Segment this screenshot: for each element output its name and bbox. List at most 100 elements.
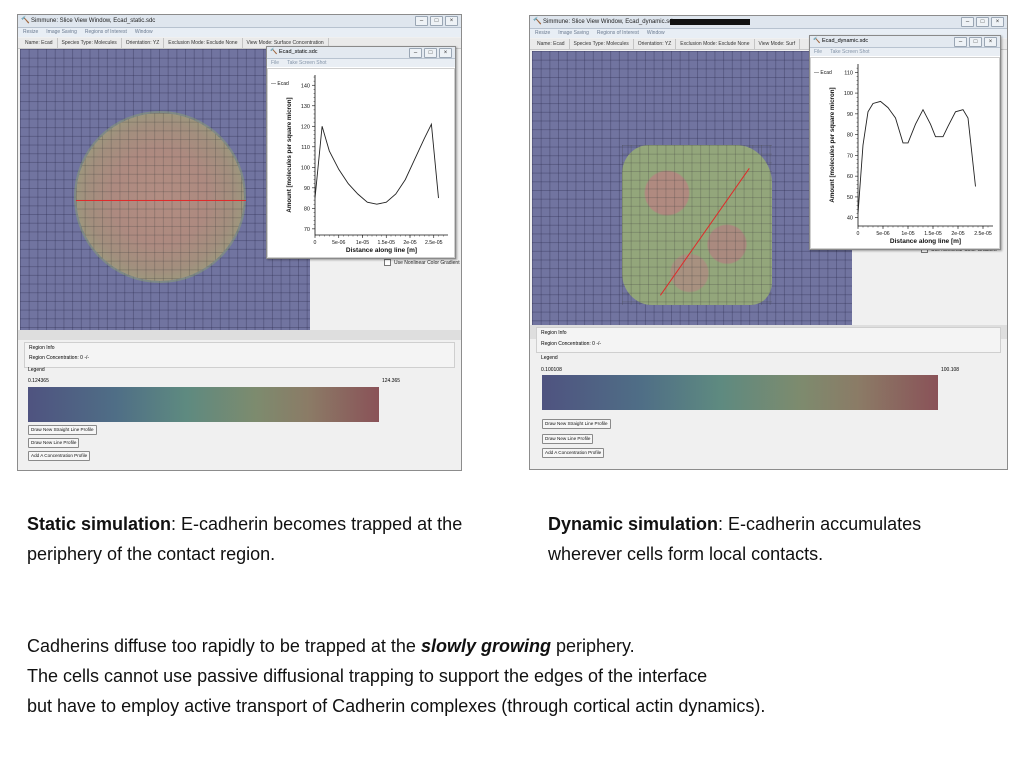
menu-resize[interactable]: Resize [535, 30, 551, 36]
x-tick-label: 0 [314, 240, 317, 246]
plot-window-title: Ecad_static.sdc [279, 49, 318, 55]
conclusion-text: Cadherins diffuse too rapidly to be trap… [27, 631, 1017, 721]
minimize-button[interactable]: – [415, 16, 428, 26]
region-info-label: Region Info [541, 330, 567, 336]
menu-bar: Resize Image Saving Regions of Interest … [530, 29, 1007, 38]
add-concentration-profile-button[interactable]: Add A Concentration Profile [542, 448, 605, 458]
y-tick-label: 110 [301, 145, 310, 151]
menu-window[interactable]: Window [134, 29, 153, 35]
info-orientation: Orientation: YZ [122, 38, 165, 48]
static-slice-view-window: 🔨 Simmune: Slice View Window, Ecad_stati… [17, 14, 462, 471]
close-button[interactable]: × [991, 17, 1004, 27]
plot-maximize-button[interactable]: □ [424, 48, 437, 58]
plot-menu-file[interactable]: File [271, 60, 280, 66]
plot-menu-screenshot[interactable]: Take Screen Shot [830, 49, 870, 55]
nonlinear-gradient-checkbox[interactable] [384, 259, 391, 266]
plot-close-button[interactable]: × [984, 37, 997, 47]
x-axis-label: Distance along line [m] [890, 238, 961, 245]
slice-grid-view[interactable] [20, 49, 310, 330]
x-tick-label: 1.5e-05 [377, 240, 395, 246]
dynamic-line-chart: — Ecad 40 50 60 70 80 90 100 110 0 5e-06 1e-05 1.5e-… [814, 64, 993, 245]
y-tick-label: 80 [847, 133, 853, 139]
series-line-ecad [314, 122, 439, 205]
x-tick-label: 2e-05 [403, 240, 416, 246]
plot-menu-file[interactable]: File [814, 49, 823, 55]
dynamic-slice-view-window: 🔨 Simmune: Slice View Window, Ecad_dynam… [529, 15, 1008, 470]
legend-entry: — Ecad [814, 70, 832, 76]
region-concentration: Region Concentration: 0 -/- [541, 341, 602, 347]
conclusion-line-1-end: periphery. [550, 636, 635, 656]
conclusion-line-2: The cells cannot use passive diffusional… [27, 666, 708, 686]
plot-window-title: Ecad_dynamic.sdc [822, 38, 869, 44]
x-tick-label: 1e-05 [901, 231, 914, 237]
plot-minimize-button[interactable]: – [409, 48, 422, 58]
dynamic-caption-text: : E-cadherin accumulates wherever cells … [548, 514, 922, 564]
menu-regions-of-interest[interactable]: Regions of Interest [84, 29, 127, 35]
draw-line-profile-button[interactable]: Draw New Line Profile [542, 434, 594, 444]
menu-regions-of-interest[interactable]: Regions of Interest [596, 30, 639, 36]
y-tick-label: 110 [844, 70, 853, 76]
static-caption-text: : E-cadherin becomes trapped at the peri… [27, 514, 463, 564]
y-tick-label: 70 [847, 153, 853, 159]
nonlinear-gradient-option[interactable]: Use Nonlinear Color Gradient [384, 259, 460, 266]
x-tick-label: 5e-06 [332, 240, 345, 246]
x-tick-label: 2.5e-05 [425, 240, 443, 246]
legend-entry: — Ecad [271, 81, 289, 87]
conclusion-line-1-start: Cadherins diffuse too rapidly to be trap… [27, 636, 421, 656]
y-tick-label: 140 [301, 83, 310, 89]
info-name: Name: Ecad [21, 38, 58, 48]
y-axis-label: Amount [molecules per square micron] [829, 87, 836, 202]
slice-grid-view[interactable] [532, 51, 852, 325]
y-tick-label: 60 [847, 174, 853, 180]
x-tick-label: 1.5e-05 [924, 231, 942, 237]
nonlinear-gradient-label: Use Nonlinear Color Gradient [394, 259, 460, 266]
legend-min-value: 0.124365 [28, 378, 49, 384]
region-info-label: Region Info [29, 345, 55, 351]
info-view-mode: View Mode: Surface Concentration [243, 38, 329, 48]
legend-color-bar [28, 387, 379, 422]
plot-maximize-button[interactable]: □ [969, 37, 982, 47]
plot-menu-screenshot[interactable]: Take Screen Shot [287, 60, 327, 66]
menu-resize[interactable]: Resize [23, 29, 39, 35]
legend-max-value: 100.108 [941, 367, 960, 373]
minimize-button[interactable]: – [961, 17, 974, 27]
y-tick-label: 130 [301, 104, 310, 110]
y-tick-label: 70 [304, 227, 310, 233]
static-line-chart: — Ecad 70 80 90 100 110 120 130 140 0 5e-06 1e-05 1.… [271, 75, 448, 254]
draw-straight-line-profile-button[interactable]: Draw New Straight Line Profile [28, 425, 97, 435]
info-exclusion-mode: Exclusion Mode: Exclude None [164, 38, 243, 48]
info-name: Name: Ecad [533, 39, 570, 49]
dynamic-profile-plot-window: 🔨 Ecad_dynamic.sdc – □ × File Take Scree… [809, 35, 1001, 250]
static-profile-plot-window: 🔨 Ecad_static.sdc – □ × File Take Screen… [266, 46, 456, 259]
menu-image-saving[interactable]: Image Saving [46, 29, 77, 35]
draw-straight-line-profile-button[interactable]: Draw New Straight Line Profile [542, 419, 611, 429]
x-tick-label: 2.5e-05 [974, 231, 992, 237]
close-button[interactable]: × [445, 16, 458, 26]
y-tick-label: 90 [304, 186, 310, 192]
maximize-button[interactable]: □ [430, 16, 443, 26]
add-concentration-profile-button[interactable]: Add A Concentration Profile [28, 451, 91, 461]
profile-line[interactable] [76, 200, 246, 201]
emphasis-slowly-growing: slowly growing [420, 636, 551, 656]
x-tick-label: 5e-06 [876, 231, 889, 237]
series-line-ecad [857, 100, 976, 214]
menu-image-saving[interactable]: Image Saving [558, 30, 589, 36]
app-icon: 🔨 [270, 49, 278, 55]
maximize-button[interactable]: □ [976, 17, 989, 27]
info-species-type: Species Type: Molecules [58, 38, 122, 48]
app-icon: 🔨 [21, 17, 30, 24]
region-info-box: Region Info Region Concentration: 0 -/- [536, 327, 1001, 353]
redaction-bar [670, 19, 750, 25]
menu-window[interactable]: Window [646, 30, 665, 36]
plot-minimize-button[interactable]: – [954, 37, 967, 47]
info-view-mode: View Mode: Surf [755, 39, 801, 49]
plot-titlebar: 🔨 Ecad_static.sdc – □ × [267, 47, 455, 59]
y-tick-label: 100 [844, 91, 853, 97]
plot-close-button[interactable]: × [439, 48, 452, 58]
plot-titlebar: 🔨 Ecad_dynamic.sdc – □ × [810, 36, 1000, 48]
info-species-type: Species Type: Molecules [570, 39, 634, 49]
y-axis-label: Amount [molecules per square micron] [286, 97, 293, 212]
legend-color-bar [542, 375, 938, 410]
contact-region-circle [76, 113, 244, 281]
draw-line-profile-button[interactable]: Draw New Line Profile [28, 438, 80, 448]
